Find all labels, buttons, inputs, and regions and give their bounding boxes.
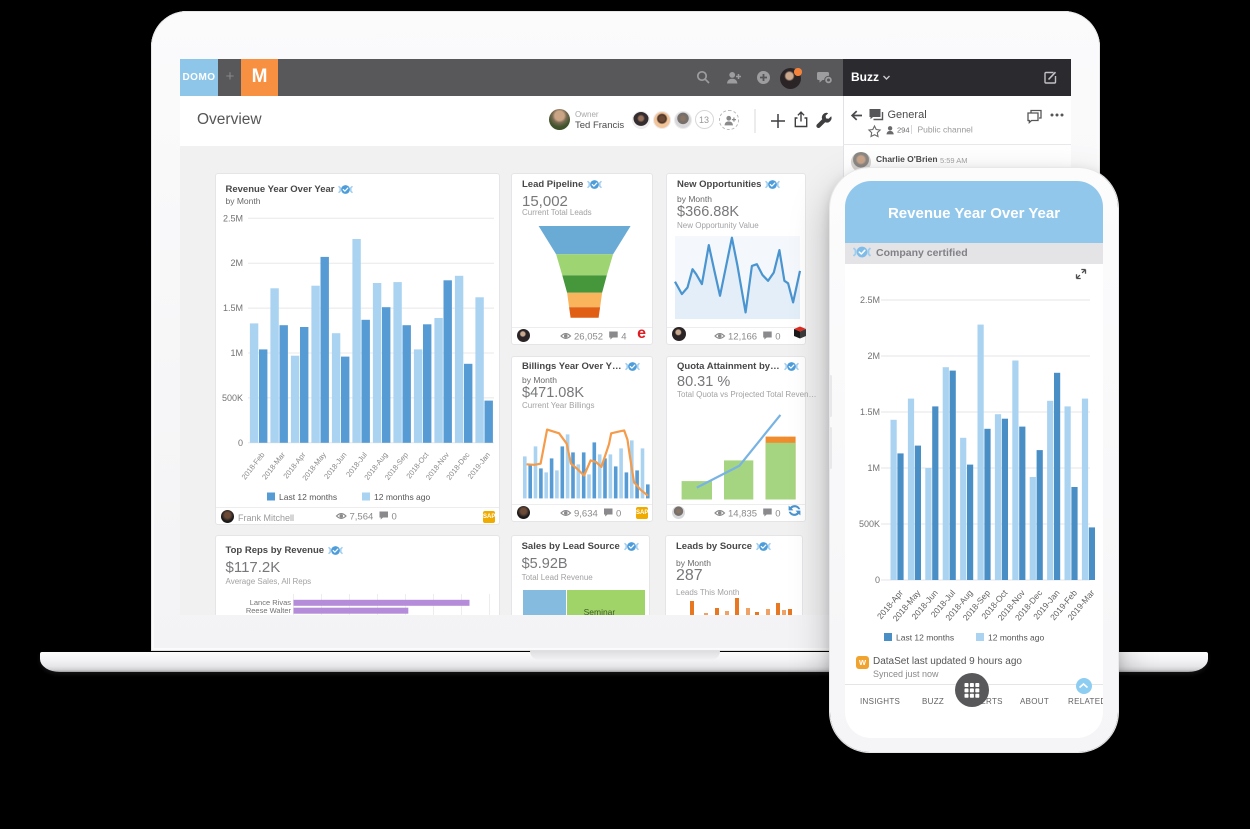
svg-text:2M: 2M (867, 351, 880, 361)
svg-text:1.5M: 1.5M (860, 407, 880, 417)
svg-text:26,052: 26,052 (574, 331, 603, 342)
svg-text:0: 0 (237, 438, 242, 448)
svg-text:1.5M: 1.5M (222, 303, 242, 313)
svg-text:12 months ago: 12 months ago (374, 492, 431, 502)
svg-text:0: 0 (391, 511, 396, 522)
svg-text:500K: 500K (221, 393, 242, 403)
svg-text:0: 0 (616, 509, 621, 520)
svg-text:2.5M: 2.5M (222, 213, 242, 223)
svg-text:Last 12 months: Last 12 months (279, 492, 337, 502)
svg-text:12,166: 12,166 (728, 331, 757, 342)
svg-text:Lance Rivas: Lance Rivas (249, 598, 291, 607)
svg-text:9,634: 9,634 (574, 509, 598, 520)
svg-text:14,835: 14,835 (728, 509, 757, 520)
svg-text:500K: 500K (859, 519, 880, 529)
svg-text:2M: 2M (230, 258, 243, 268)
svg-text:Reese Walter: Reese Walter (245, 605, 291, 614)
svg-text:0: 0 (775, 331, 780, 342)
svg-text:1M: 1M (867, 463, 880, 473)
svg-text:2.5M: 2.5M (860, 295, 880, 305)
svg-text:12 months ago: 12 months ago (988, 633, 1045, 643)
svg-text:0: 0 (875, 575, 880, 585)
svg-text:1M: 1M (230, 348, 243, 358)
svg-text:7,564: 7,564 (349, 511, 373, 522)
svg-text:Last 12 months: Last 12 months (896, 633, 954, 643)
svg-text:4: 4 (621, 331, 626, 342)
svg-text:0: 0 (775, 509, 780, 520)
